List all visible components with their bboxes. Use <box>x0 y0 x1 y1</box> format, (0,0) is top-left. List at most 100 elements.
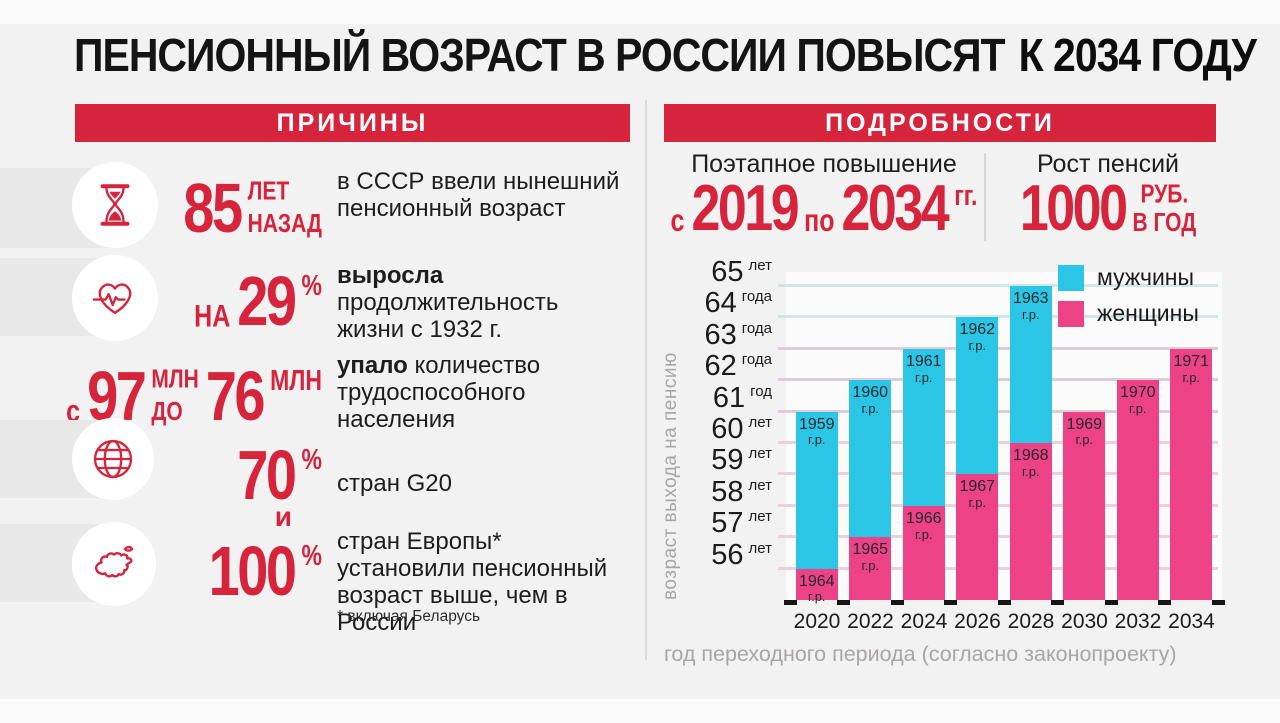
chart-legend: мужчины женщины <box>1058 264 1199 327</box>
axis-tick <box>1211 600 1225 605</box>
figure-sup: % <box>301 538 322 572</box>
bar-женщины-2030: 1969 г.р. <box>1063 411 1106 600</box>
reason-row-europe: 100% стран Европы* установили пенсионный… <box>0 522 640 636</box>
bar-женщины-2024: 1966 г.р. <box>902 505 945 600</box>
reason-text: стран G20 <box>337 470 629 497</box>
y-tick-label: 59 лет <box>711 444 772 477</box>
x-tick-label: 2030 <box>1061 610 1108 633</box>
reason-text-rest: продолжительность жизни с 1932 г. <box>337 289 559 344</box>
reason-figure: НА 29% <box>194 261 322 341</box>
figure-small: с <box>66 393 81 429</box>
bottom-margin-strip <box>0 699 1280 723</box>
bar-birth-year-label: 1966 г.р. <box>905 509 942 542</box>
x-tick-label: 2032 <box>1114 610 1162 633</box>
reason-text: в СССР ввели нынешний пенсионный возраст <box>337 168 629 222</box>
figure-big: 2019 <box>691 172 799 245</box>
reason-text-rest: стран G20 <box>337 470 452 497</box>
legend-item: женщины <box>1058 300 1199 327</box>
reason-text-bold: выросла <box>337 262 444 289</box>
page-title-highlight: К 2034 ГОДУ <box>1018 29 1257 81</box>
legend-swatch <box>1058 264 1084 291</box>
stat-caption: Рост пенсий <box>1036 150 1180 178</box>
reasons-header-label: ПРИЧИНЫ <box>276 108 429 137</box>
bar-birth-year-label: 1964 г.р. <box>798 572 835 605</box>
top-margin-strip <box>0 0 1280 24</box>
legend-item: мужчины <box>1058 264 1199 291</box>
bar-birth-year-label: 1959 г.р. <box>798 415 835 448</box>
stat-phased-increase: Поэтапное повышение с 2019 по 2034 гг. <box>664 150 984 245</box>
reason-figure: 85 ЛЕТ НАЗАД <box>183 168 322 248</box>
bar-женщины-2020: 1964 г.р. <box>795 568 838 604</box>
bar-birth-year-label: 1961 г.р. <box>905 352 942 385</box>
figure-big: 97 <box>87 356 147 436</box>
y-tick-label: 63 года <box>704 318 772 351</box>
axis-tick <box>1158 600 1171 605</box>
figure-small: с <box>670 204 685 240</box>
reason-text-rest: в СССР ввели нынешний пенсионный возраст <box>337 168 620 223</box>
x-tick-label: 2024 <box>900 610 948 633</box>
legend-swatch <box>1058 300 1084 327</box>
figure-big: 29 <box>237 261 297 341</box>
figure-big: 70 <box>237 435 297 515</box>
retirement-age-chart: 65 лет 64 года 63 года 62 года 61 год 60 лет 59 лет 58… <box>660 250 1225 670</box>
icon-circle <box>72 418 154 500</box>
figure-small: НА <box>194 298 231 334</box>
stat-pension-growth: Рост пенсий 1000 РУБ. В ГОД <box>1000 150 1216 245</box>
stat-caption: Поэтапное повышение <box>691 150 957 178</box>
reason-connector: и <box>274 501 292 532</box>
bar-birth-year-label: 1962 г.р. <box>959 321 996 354</box>
reason-row-g20: 70% стран G20 <box>0 418 640 515</box>
bar-birth-year-label: 1968 г.р. <box>1012 447 1049 479</box>
x-tick-label: 2028 <box>1007 610 1055 633</box>
y-tick-label: 57 лет <box>711 507 772 540</box>
axis-tick <box>1104 600 1118 605</box>
bar-женщины-2022: 1965 г.р. <box>849 537 892 600</box>
reason-figure: 70% <box>237 435 322 515</box>
axis-tick <box>783 600 797 605</box>
x-axis-title: год переходного периода (согласно законо… <box>664 642 1177 666</box>
bar-birth-year-label: 1970 г.р. <box>1119 384 1156 416</box>
bar-женщины-2028: 1968 г.р. <box>1009 443 1052 600</box>
figure-big: 100 <box>208 531 297 611</box>
page-title-main: ПЕНСИОННЫЙ ВОЗРАСТ В РОССИИ ПОВЫСЯТ <box>74 29 1006 81</box>
reason-text-rest: стран Европы* установили пенсионный возр… <box>337 528 608 637</box>
y-tick-label: 61 год <box>712 381 772 414</box>
figure-big: 85 <box>183 168 243 248</box>
x-tick-label: 2022 <box>847 610 894 633</box>
reason-text: упало количество трудоспособного населен… <box>337 352 629 433</box>
icon-circle <box>72 162 158 248</box>
bar-женщины-2034: 1971 г.р. <box>1170 348 1213 600</box>
figure-sup: МЛН <box>270 363 322 397</box>
y-tick-label: 62 года <box>704 350 772 383</box>
axis-tick <box>890 600 904 605</box>
bar-birth-year-label: 1971 г.р. <box>1173 352 1210 385</box>
y-tick-label: 58 лет <box>711 475 772 508</box>
icon-circle <box>72 522 156 606</box>
gridline <box>778 315 1218 319</box>
stats-divider <box>984 153 986 241</box>
page-title: ПЕНСИОННЫЙ ВОЗРАСТ В РОССИИ ПОВЫСЯТ К 20… <box>74 19 1257 82</box>
panel-divider <box>645 100 647 660</box>
details-header-bar: ПОДРОБНОСТИ <box>664 104 1216 142</box>
y-tick-label: 60 лет <box>711 413 772 445</box>
reason-row-life-expectancy: НА 29% выросла продолжительность жизни с … <box>0 252 640 344</box>
reason-figure: с 97 МЛН ДО 76 МЛН <box>66 356 322 436</box>
globe-icon <box>93 439 133 479</box>
bar-женщины-2032: 1970 г.р. <box>1116 380 1159 600</box>
stat-figure: с 2019 по 2034 гг. <box>664 172 984 245</box>
gridline <box>778 284 1218 287</box>
figure-sup: % <box>301 442 322 476</box>
figure-big: 2034 <box>841 172 950 245</box>
figure-big: 76 <box>205 356 266 436</box>
reasons-header-bar: ПРИЧИНЫ <box>75 104 630 142</box>
figure-sup: гг. <box>954 178 978 212</box>
reason-row-ussr: 85 ЛЕТ НАЗАД в СССР ввели нынешний пенсион… <box>0 158 640 254</box>
bar-birth-year-label: 1960 г.р. <box>852 384 889 416</box>
figure-big: 1000 <box>1019 172 1128 245</box>
x-tick-label: 2020 <box>793 610 841 633</box>
reason-text-rest: количество трудоспособного населения <box>337 352 541 434</box>
hourglass-icon <box>100 184 130 226</box>
bar-birth-year-label: 1965 г.р. <box>852 541 889 573</box>
figure-sup: % <box>301 268 322 302</box>
